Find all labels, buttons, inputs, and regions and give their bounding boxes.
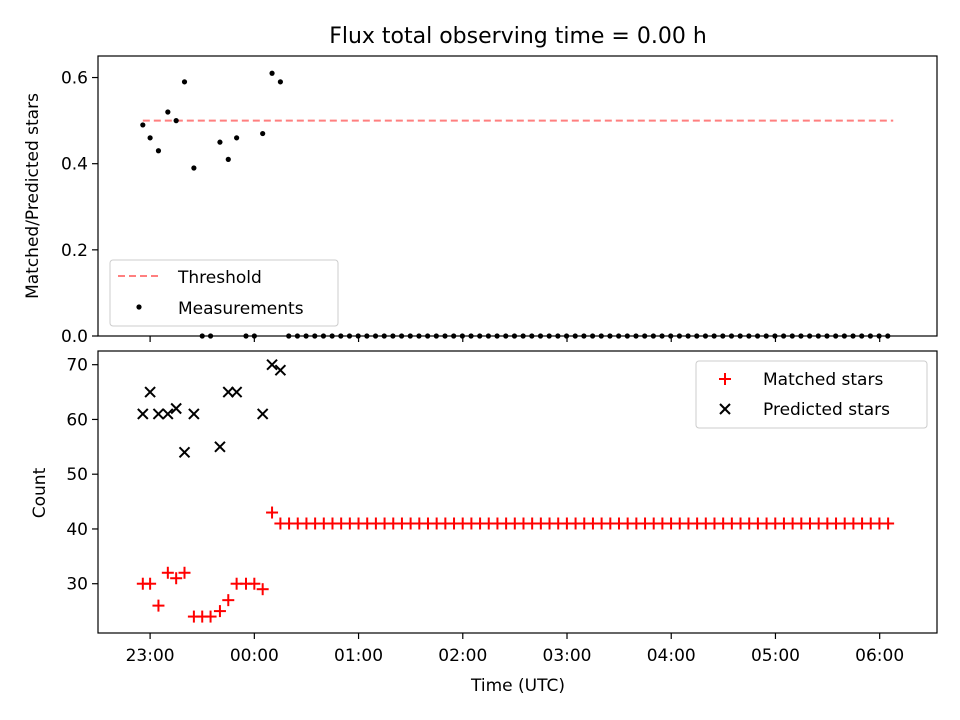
bottom-y-tick-label: 70	[66, 356, 88, 376]
bottom-marks	[136, 358, 895, 623]
x-tick-label: 04:00	[647, 646, 696, 666]
measurement-point	[181, 79, 188, 85]
predicted-star-point	[230, 386, 243, 398]
matched-star-point	[204, 610, 217, 623]
measurement-point	[147, 135, 153, 141]
measurement-point	[269, 70, 275, 76]
measurement-point	[217, 139, 223, 145]
top-y-axis-label: Matched/Predicted stars	[23, 93, 43, 299]
matched-star-point	[222, 594, 235, 607]
top-y-tick-label: 0.2	[61, 241, 88, 261]
measurement-point	[165, 109, 171, 115]
predicted-star-point	[256, 408, 269, 420]
top-y-tick-label: 0.6	[61, 69, 88, 89]
matched-star-point	[178, 566, 191, 579]
x-tick-label: 23:00	[126, 646, 175, 666]
predicted-star-point	[266, 358, 278, 371]
top-panel: 0.0 0.2 0.4 0.6 Matched/Predicted stars Thr…	[23, 55, 938, 347]
matched-star-point	[213, 605, 226, 618]
bottom-x-ticks: 23:00 00:00 01:00 02:00 03:00 04:00 05:00 06:00	[126, 633, 904, 666]
matched-star-point	[256, 583, 269, 596]
matched-star-point	[161, 566, 174, 579]
x-tick-label: 00:00	[230, 646, 279, 666]
predicted-star-point	[144, 386, 156, 398]
x-tick-label: 03:00	[543, 646, 592, 666]
bottom-y-tick-label: 60	[66, 410, 88, 430]
predicted-star-point	[137, 408, 149, 420]
legend-measurements-swatch	[136, 304, 142, 310]
predicted-star-point	[162, 408, 174, 420]
top-legend-box	[109, 259, 339, 327]
top-y-tick-label: 0.0	[61, 327, 88, 347]
matched-star-point	[266, 506, 279, 519]
measurement-point	[260, 130, 266, 137]
top-legend: Threshold Measurements	[109, 259, 339, 327]
legend-predicted-swatch	[719, 403, 731, 415]
measurement-point	[191, 165, 197, 171]
predicted-star-point	[222, 386, 234, 398]
measurement-point	[225, 156, 231, 162]
top-y-tick-label: 0.4	[61, 155, 88, 175]
x-tick-label: 02:00	[438, 646, 487, 666]
predicted-star-point	[214, 441, 226, 453]
legend-matched-label: Matched stars	[763, 370, 883, 390]
bottom-legend-box	[695, 360, 928, 429]
matched-star-point	[170, 572, 183, 585]
top-plot-frame	[97, 55, 938, 337]
measurement-point	[277, 79, 283, 85]
top-x-ticks	[149, 336, 881, 342]
predicted-star-point	[274, 364, 287, 376]
bottom-y-tick-label: 40	[66, 520, 88, 540]
predicted-star-point	[152, 408, 165, 420]
top-marks	[140, 70, 894, 339]
bottom-y-tick-label: 50	[66, 465, 88, 485]
measurement-point	[173, 118, 179, 124]
bottom-y-axis-label: Count	[30, 467, 50, 518]
bottom-y-ticks: 30 40 50 60 70	[66, 356, 98, 595]
measurement-point	[140, 122, 146, 128]
legend-measurements-label: Measurements	[178, 299, 304, 319]
predicted-star-point	[188, 408, 200, 420]
predicted-star-point	[178, 446, 191, 459]
predicted-star-point	[170, 402, 182, 415]
x-tick-label: 05:00	[751, 646, 800, 666]
x-tick-label: 01:00	[334, 646, 383, 666]
bottom-plot-frame	[97, 350, 938, 634]
x-axis-label: Time (UTC)	[470, 676, 565, 696]
bottom-legend: Matched stars Predicted stars	[695, 360, 928, 429]
legend-predicted-label: Predicted stars	[763, 400, 890, 420]
matched-star-point	[152, 599, 165, 612]
bottom-panel: 30 40 50 60 70 23:00 00:00 01:00 02:00 03:00 04:0…	[30, 350, 938, 696]
bottom-y-tick-label: 30	[66, 575, 88, 595]
matched-star-point	[144, 577, 157, 590]
measurement-point	[234, 135, 240, 141]
matched-star-point	[882, 517, 895, 530]
legend-threshold-label: Threshold	[177, 268, 262, 288]
top-y-ticks: 0.0 0.2 0.4 0.6	[61, 69, 98, 347]
legend-matched-swatch	[719, 373, 731, 385]
x-tick-label: 06:00	[855, 646, 904, 666]
chart-title: Flux total observing time = 0.00 h	[329, 24, 707, 49]
measurement-point	[155, 148, 162, 154]
matched-star-point	[248, 577, 261, 590]
